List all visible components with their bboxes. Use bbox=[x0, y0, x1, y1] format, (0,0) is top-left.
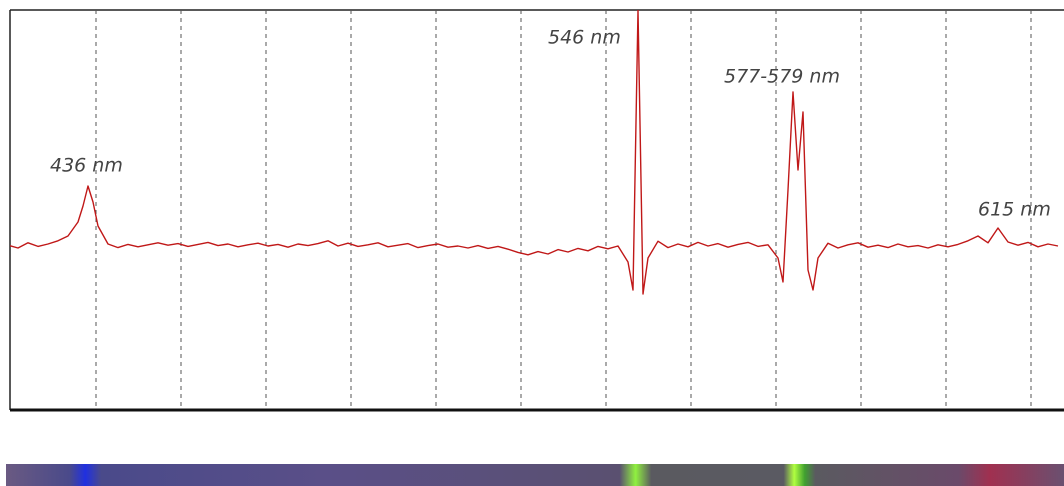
peak-annotation: 615 nm bbox=[978, 199, 1051, 221]
peak-annotation: 436 nm bbox=[50, 155, 123, 177]
peak-annotation: 577-579 nm bbox=[724, 66, 840, 88]
page: {"chart_data": { "type": "line", "annota… bbox=[0, 0, 1064, 486]
peak-annotation: 546 nm bbox=[548, 27, 621, 49]
spectrum-strip bbox=[6, 464, 1064, 486]
chart: 436 nm 546 nm 577-579 nm 615 nm bbox=[0, 0, 1064, 486]
